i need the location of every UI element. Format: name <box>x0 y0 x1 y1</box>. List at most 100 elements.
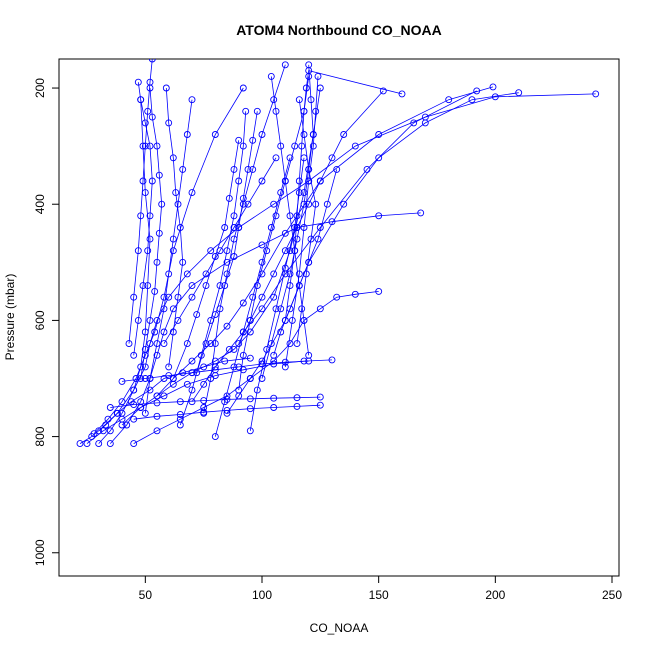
data-point <box>134 78 142 86</box>
data-point <box>316 401 324 409</box>
x-tick-label: 150 <box>369 588 389 602</box>
data-point <box>351 142 359 150</box>
data-point <box>258 131 266 138</box>
series-line <box>270 76 310 356</box>
data-point <box>305 357 313 365</box>
series-17 <box>153 83 497 400</box>
data-point <box>307 96 315 104</box>
series-line <box>238 76 310 391</box>
data-point <box>146 212 154 220</box>
series-28 <box>193 107 261 377</box>
chart-title: ATOM4 Northbound CO_NOAA <box>236 22 442 38</box>
series-13 <box>258 61 317 382</box>
data-point <box>221 224 229 231</box>
data-point <box>153 399 161 407</box>
data-point <box>295 270 303 278</box>
data-point <box>151 287 159 295</box>
data-point <box>230 253 238 260</box>
y-tick-label: 400 <box>33 194 47 214</box>
data-point <box>258 258 266 266</box>
data-point <box>139 282 147 290</box>
data-point <box>281 61 289 69</box>
data-point <box>130 415 138 423</box>
data-point <box>302 84 310 92</box>
data-point <box>293 340 301 348</box>
data-point <box>300 131 308 138</box>
data-point <box>239 299 247 307</box>
data-point <box>141 375 149 382</box>
data-point <box>277 189 285 197</box>
data-point <box>106 404 114 411</box>
data-point <box>123 421 131 429</box>
data-point <box>183 340 191 348</box>
data-point <box>165 372 173 380</box>
data-point <box>293 212 301 220</box>
data-point <box>253 386 261 394</box>
data-point <box>139 142 147 150</box>
data-point <box>286 154 294 162</box>
data-point <box>288 316 296 324</box>
data-point <box>188 293 196 301</box>
series-line <box>98 93 596 432</box>
data-point <box>267 224 275 231</box>
series-line <box>261 64 314 379</box>
data-point <box>141 189 149 197</box>
y-tick-label: 600 <box>33 310 47 330</box>
series-line <box>273 169 338 356</box>
data-point <box>246 375 254 382</box>
data-point <box>235 177 243 185</box>
data-point <box>118 409 126 417</box>
series-line <box>179 111 247 426</box>
series-line <box>172 140 240 379</box>
data-point <box>277 305 285 313</box>
series-33 <box>130 401 324 423</box>
data-point <box>258 241 266 249</box>
data-point <box>295 96 303 104</box>
data-point <box>169 154 177 162</box>
data-point <box>253 107 261 115</box>
data-point <box>106 427 114 435</box>
data-point <box>169 247 177 255</box>
data-point <box>258 177 266 185</box>
data-point <box>379 87 387 95</box>
data-point <box>148 177 156 185</box>
series-line <box>296 99 317 344</box>
data-point <box>155 229 163 237</box>
data-point <box>323 200 331 208</box>
data-point <box>176 398 184 406</box>
data-point <box>141 409 149 417</box>
data-point <box>340 131 348 138</box>
data-point <box>286 270 294 278</box>
data-point <box>125 340 133 348</box>
data-point <box>153 351 161 359</box>
data-point <box>230 165 238 173</box>
data-point <box>375 154 383 162</box>
series-line <box>238 90 384 344</box>
data-point <box>118 398 126 406</box>
data-point <box>188 398 196 406</box>
series-29 <box>106 393 324 411</box>
data-point <box>202 282 210 290</box>
data-point <box>281 264 289 272</box>
y-tick-label: 1000 <box>33 539 47 566</box>
data-point <box>244 165 252 173</box>
data-point <box>295 282 303 290</box>
data-point <box>314 72 322 80</box>
data-point <box>277 142 285 150</box>
data-point <box>137 96 145 104</box>
series-line <box>133 82 153 356</box>
data-point <box>144 282 152 290</box>
data-point <box>375 212 383 220</box>
data-point <box>146 142 154 150</box>
data-point <box>300 316 308 324</box>
data-point <box>153 392 161 400</box>
data-point <box>162 84 170 92</box>
data-point <box>333 293 341 301</box>
data-point <box>244 200 252 208</box>
data-point <box>174 316 182 324</box>
data-point <box>305 200 313 208</box>
series-line <box>203 64 286 414</box>
data-point <box>223 258 231 266</box>
data-point <box>281 177 289 185</box>
